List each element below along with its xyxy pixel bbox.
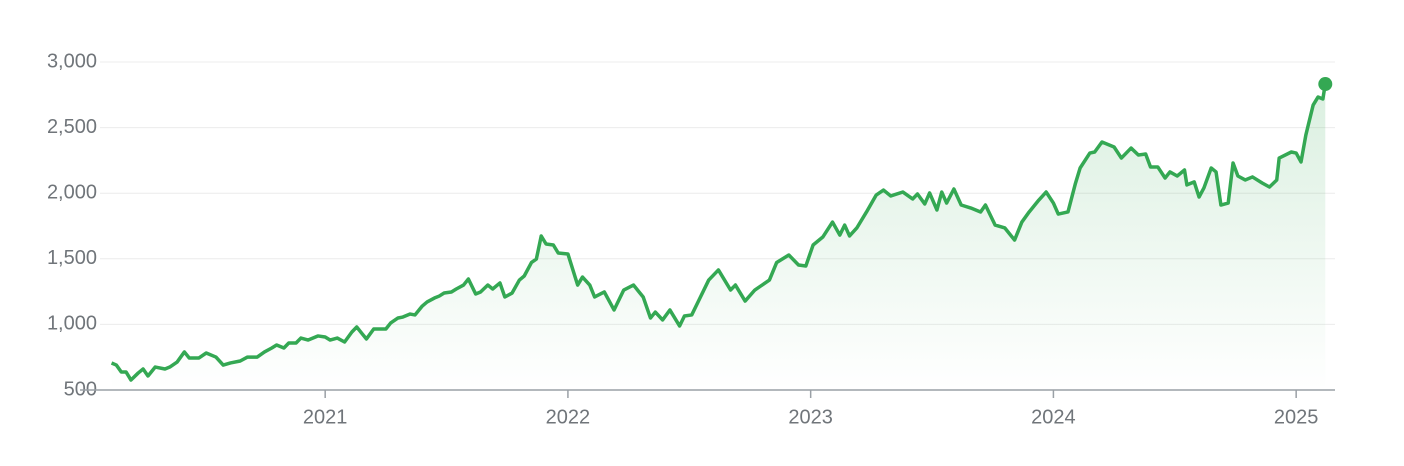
y-tick-label: 2,000 xyxy=(47,181,97,203)
x-tick-label: 2023 xyxy=(788,406,833,428)
x-tick-label: 2021 xyxy=(303,406,348,428)
line-area xyxy=(111,84,1326,390)
x-tick-label: 2022 xyxy=(546,406,591,428)
last-point xyxy=(1318,77,1333,92)
y-tick-label: 3,000 xyxy=(47,50,97,72)
y-tick-label: 1,000 xyxy=(47,313,97,335)
x-tick-label: 2025 xyxy=(1274,406,1319,428)
y-tick-label: 1,500 xyxy=(47,247,97,269)
line xyxy=(110,83,1328,382)
y-tick-label: 2,500 xyxy=(47,116,97,138)
x-tick-label: 2024 xyxy=(1031,406,1076,428)
